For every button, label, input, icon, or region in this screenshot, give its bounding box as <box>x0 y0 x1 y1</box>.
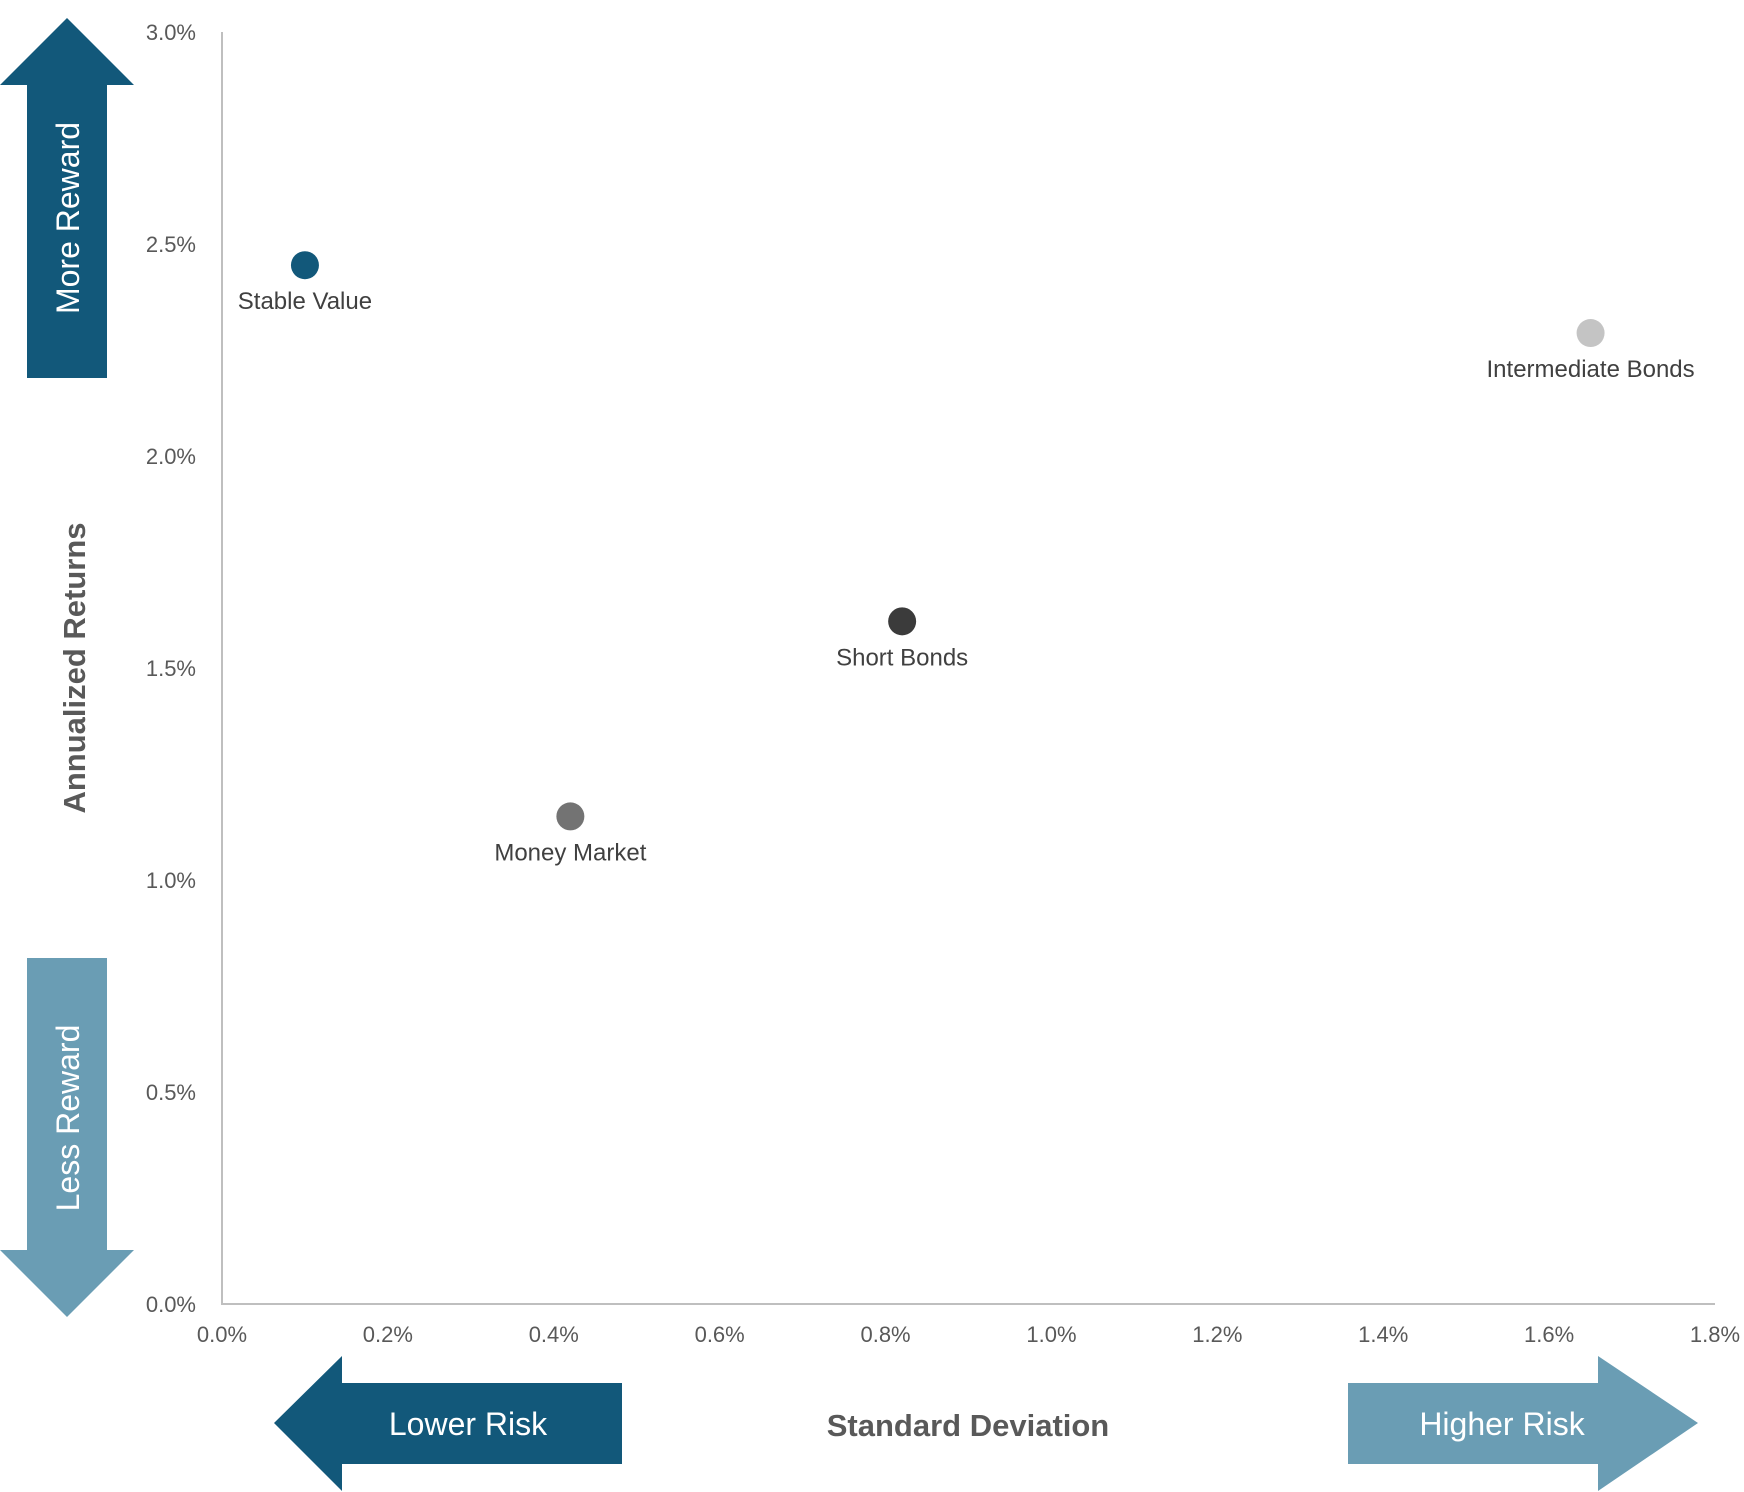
x-tick-labels: 0.0% 0.2% 0.4% 0.6% 0.8% 1.0% 1.2% 1.4% 1.6% 1.8% <box>197 1322 1740 1347</box>
data-point <box>888 607 917 636</box>
data-point-label: Short Bonds <box>836 644 968 671</box>
y-tick-labels: 0.0% 0.5% 1.0% 1.5% 2.0% 2.5% 3.0% <box>146 20 196 1317</box>
x-tick-label: 0.0% <box>197 1322 247 1347</box>
less-reward-arrow: Less Reward <box>0 958 134 1317</box>
x-tick-label: 0.6% <box>695 1322 745 1347</box>
more-reward-arrow: More Reward <box>0 18 134 378</box>
y-tick-label: 1.5% <box>146 656 196 681</box>
y-axis-title: Annualized Returns <box>57 522 92 813</box>
x-tick-label: 1.0% <box>1026 1322 1076 1347</box>
x-tick-label: 1.4% <box>1358 1322 1408 1347</box>
x-tick-label: 0.4% <box>529 1322 579 1347</box>
higher-risk-label: Higher Risk <box>1419 1406 1585 1442</box>
data-point <box>1576 319 1605 348</box>
lower-risk-arrow-shape <box>274 1356 622 1491</box>
data-point <box>290 251 319 280</box>
x-axis-title: Standard Deviation <box>827 1408 1110 1443</box>
lower-risk-label: Lower Risk <box>389 1406 548 1442</box>
y-tick-label: 3.0% <box>146 20 196 45</box>
x-tick-label: 0.2% <box>363 1322 413 1347</box>
higher-risk-arrow: Higher Risk <box>1348 1356 1698 1491</box>
y-tick-label: 0.0% <box>146 1292 196 1317</box>
data-point-label: Stable Value <box>238 288 372 315</box>
x-tick-label: 1.2% <box>1192 1322 1242 1347</box>
lower-risk-arrow: Lower Risk <box>274 1356 622 1491</box>
y-tick-label: 2.5% <box>146 232 196 257</box>
data-point-label: Money Market <box>494 839 646 866</box>
y-tick-label: 0.5% <box>146 1080 196 1105</box>
more-reward-arrow-shape <box>0 18 134 378</box>
more-reward-label: More Reward <box>50 122 86 314</box>
data-point-label: Intermediate Bonds <box>1487 356 1695 383</box>
data-points: Stable Value Intermediate Bonds Short Bond… <box>238 251 1695 866</box>
y-tick-label: 2.0% <box>146 444 196 469</box>
x-tick-label: 1.8% <box>1690 1322 1740 1347</box>
higher-risk-arrow-shape <box>1348 1356 1698 1491</box>
less-reward-arrow-shape <box>0 958 134 1317</box>
x-tick-label: 0.8% <box>860 1322 910 1347</box>
y-tick-label: 1.0% <box>146 868 196 893</box>
x-tick-label: 1.6% <box>1524 1322 1574 1347</box>
data-point <box>556 802 585 831</box>
less-reward-label: Less Reward <box>50 1025 86 1212</box>
